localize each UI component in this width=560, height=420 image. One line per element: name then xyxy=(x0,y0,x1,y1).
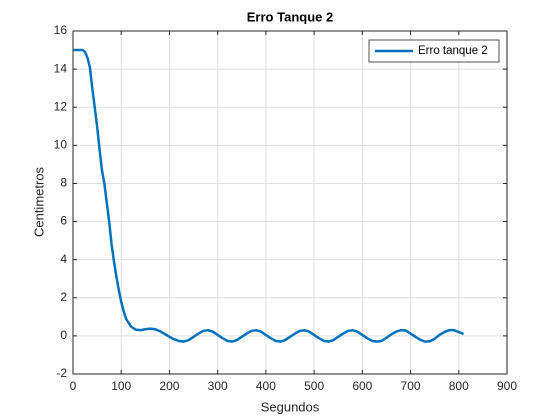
x-tick-label: 600 xyxy=(352,379,372,393)
y-tick-label: 10 xyxy=(54,138,68,152)
x-tick-label: 100 xyxy=(111,379,131,393)
y-axis-label: Centimetros xyxy=(31,166,46,237)
y-tick-label: 2 xyxy=(60,290,67,304)
axes-box xyxy=(72,30,508,375)
y-tick-label: 16 xyxy=(54,23,68,37)
x-tick-label: 500 xyxy=(304,379,324,393)
x-tick-label: 700 xyxy=(401,379,421,393)
plot-area xyxy=(73,31,507,374)
x-tick-label: 300 xyxy=(208,379,228,393)
y-tick-label: 6 xyxy=(60,214,67,228)
y-tick-label: 14 xyxy=(54,61,68,75)
y-tick-label: 12 xyxy=(54,99,68,113)
x-tick-label: 0 xyxy=(70,379,77,393)
x-tick-label: 900 xyxy=(497,379,517,393)
x-tick-label: 200 xyxy=(159,379,179,393)
y-tick-label: 4 xyxy=(60,252,67,266)
legend-box xyxy=(368,39,500,63)
legend-label: Erro tanque 2 xyxy=(418,45,488,57)
data-line xyxy=(73,48,465,343)
y-tick-label: 8 xyxy=(60,176,67,190)
x-tick-label: 800 xyxy=(449,379,469,393)
y-tick-label: -2 xyxy=(56,366,67,380)
y-tick-label: 0 xyxy=(60,328,67,342)
chart-title: Erro Tanque 2 xyxy=(247,9,333,24)
x-tick-label: 400 xyxy=(256,379,276,393)
x-axis-label: Segundos xyxy=(261,399,320,414)
